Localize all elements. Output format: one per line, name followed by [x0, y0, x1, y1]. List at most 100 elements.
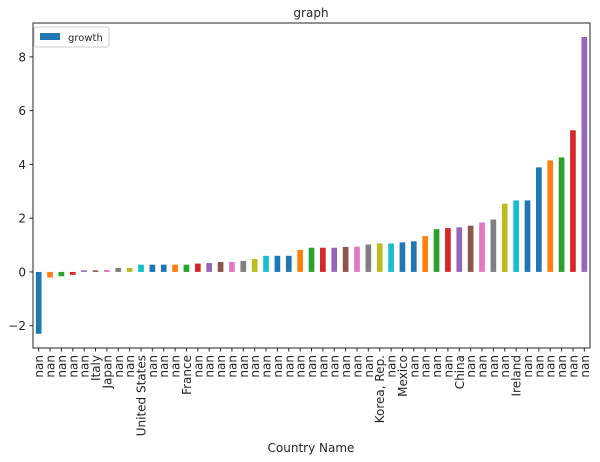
x-tick-label: nan [169, 355, 183, 378]
bar-24 [308, 247, 315, 272]
bar-34 [422, 236, 429, 272]
x-tick-label: nan [191, 355, 205, 378]
bar-45 [547, 160, 554, 272]
bar-8 [126, 267, 133, 272]
x-tick-label: nan [385, 355, 399, 378]
bar-4 [81, 270, 87, 272]
x-tick-label: nan [225, 355, 239, 378]
x-tick-label: nan [464, 355, 478, 378]
chart-title: graph [293, 6, 328, 20]
bar-29 [365, 244, 372, 272]
x-tick-label: nan [146, 355, 160, 378]
x-tick-label: nan [112, 355, 126, 378]
legend: growth [33, 26, 110, 48]
x-tick-label: nan [350, 355, 364, 378]
bar-11 [160, 264, 167, 272]
legend-box [33, 26, 110, 48]
bar-44 [536, 167, 542, 272]
y-tick-label: 6 [18, 104, 26, 118]
bar-3 [69, 271, 76, 275]
bar-17 [229, 261, 235, 272]
x-tick-label: nan [498, 355, 512, 378]
bar-9 [138, 264, 144, 272]
x-tick-label: nan [271, 355, 285, 378]
x-tick-label: nan [419, 355, 433, 378]
x-tick-label: nan [66, 355, 80, 378]
bar-46 [558, 157, 565, 272]
y-tick-label: 4 [18, 158, 26, 172]
bar-38 [467, 225, 474, 272]
bar-36 [445, 228, 451, 272]
x-tick-label: nan [555, 355, 569, 378]
bar-35 [433, 229, 440, 272]
x-tick-label: nan [544, 355, 558, 378]
bar-16 [217, 261, 224, 272]
bar-26 [331, 247, 338, 272]
x-tick-label: nan [430, 355, 444, 378]
bar-1 [47, 271, 53, 278]
x-tick-label: Mexico [396, 355, 410, 397]
bar-2 [58, 271, 65, 277]
bar-33 [410, 241, 417, 272]
x-tick-label: nan [214, 355, 228, 378]
x-tick-label: Korea, Rep. [373, 355, 387, 423]
y-tick-label: 0 [18, 265, 26, 279]
x-tick-label: nan [362, 355, 376, 378]
x-tick-label: Ireland [510, 355, 524, 397]
x-tick-label: United States [134, 355, 148, 436]
bar-47 [570, 130, 576, 272]
bar-0 [35, 271, 42, 334]
x-tick-label: Japan [100, 355, 114, 389]
x-tick-label: nan [407, 355, 421, 378]
x-tick-label: nan [441, 355, 455, 378]
bar-21 [274, 255, 281, 272]
x-tick-label: nan [282, 355, 296, 378]
bars-group [35, 36, 588, 334]
x-axis-label: Country Name [268, 441, 355, 455]
x-tick-label: nan [78, 355, 92, 378]
bar-5 [92, 270, 99, 272]
bar-41 [501, 203, 508, 272]
x-tick-label: nan [203, 355, 217, 378]
x-tick-label: Italy [89, 355, 103, 381]
bar-15 [206, 263, 213, 272]
x-tick-label: nan [339, 355, 353, 378]
x-tick-label: nan [260, 355, 274, 378]
bar-19 [251, 259, 258, 272]
x-tick-label: nan [237, 355, 251, 378]
x-tick-label: China [453, 355, 467, 389]
bar-25 [320, 247, 326, 272]
bar-18 [240, 260, 247, 272]
x-tick-label: nan [294, 355, 308, 378]
plot-frame [32, 22, 591, 349]
x-tick-label: nan [476, 355, 490, 378]
bar-37 [456, 227, 463, 272]
legend-swatch-growth [40, 33, 60, 40]
x-tick-label: nan [305, 355, 319, 378]
bar-42 [513, 200, 519, 272]
x-tick-label: nan [55, 355, 69, 378]
bar-30 [376, 243, 383, 272]
x-tick-label: nan [157, 355, 171, 378]
x-tick-label: nan [32, 355, 46, 378]
bar-14 [194, 263, 201, 272]
bar-43 [524, 200, 531, 272]
x-tick-label: nan [248, 355, 262, 378]
bar-28 [354, 246, 360, 272]
y-axis: −2 0 2 4 6 8 [8, 50, 33, 333]
y-tick-label: 8 [18, 50, 26, 64]
x-tick-label: nan [316, 355, 330, 378]
y-tick-label: 2 [18, 212, 26, 226]
bar-48 [581, 36, 588, 272]
bar-10 [149, 264, 156, 272]
x-tick-label: nan [532, 355, 546, 378]
bar-32 [399, 242, 406, 272]
bar-7 [115, 267, 122, 272]
x-tick-label: nan [487, 355, 501, 378]
x-tick-label: nan [44, 355, 58, 378]
x-tick-label: nan [566, 355, 580, 378]
legend-label-growth: growth [68, 33, 103, 44]
bar-13 [183, 264, 190, 272]
x-tick-label: nan [521, 355, 535, 378]
